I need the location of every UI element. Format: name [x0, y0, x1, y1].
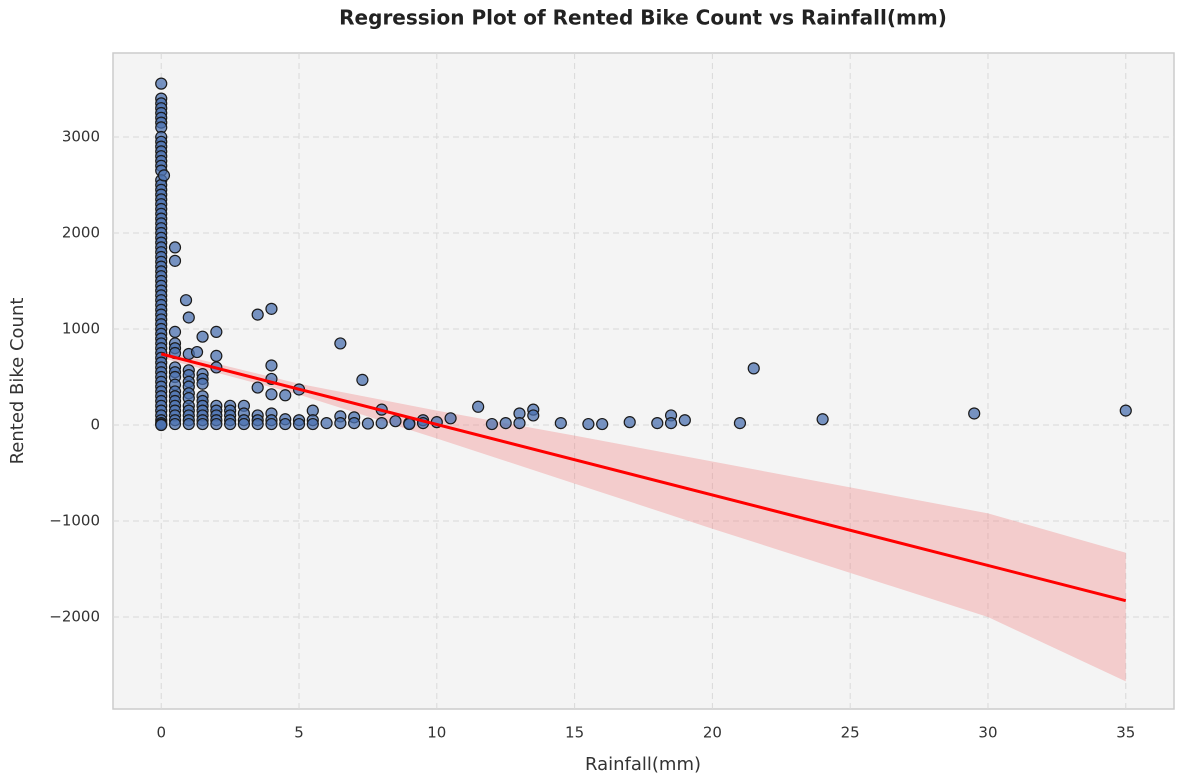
y-tick-label: 2000: [62, 224, 100, 242]
x-tick-label: 25: [841, 724, 860, 742]
scatter-point: [527, 409, 540, 422]
y-tick-label: 3000: [62, 128, 100, 146]
x-tick-label: 0: [156, 724, 166, 742]
scatter-point: [334, 416, 347, 430]
scatter-point: [196, 417, 209, 431]
scatter-point: [472, 400, 485, 413]
scatter-point: [1119, 404, 1132, 417]
scatter-point: [361, 417, 375, 430]
scatter-point: [251, 381, 264, 394]
scatter-point: [348, 416, 361, 430]
plot-layer: [113, 53, 1174, 709]
scatter-point: [168, 241, 182, 254]
scatter-point: [554, 416, 567, 430]
scatter-point: [210, 325, 223, 338]
scatter-point: [210, 417, 223, 431]
scatter-point: [237, 417, 251, 431]
x-tick-label: 15: [565, 724, 584, 742]
scatter-point: [224, 417, 237, 431]
scatter-point: [251, 417, 264, 431]
x-axis-label: Rainfall(mm): [585, 754, 701, 775]
y-tick-label: 0: [90, 416, 100, 434]
x-tick-label: 10: [427, 724, 446, 742]
scatter-point: [356, 373, 369, 386]
scatter-point: [179, 294, 193, 307]
scatter-point: [306, 417, 319, 431]
scatter-point: [155, 418, 168, 432]
scatter-point: [168, 417, 182, 431]
scatter-point: [816, 413, 829, 426]
scatter-point: [596, 417, 609, 431]
scatter-point: [157, 169, 171, 182]
scatter-point: [623, 416, 636, 429]
scatter-point: [375, 416, 388, 430]
scatter-point: [389, 415, 402, 428]
scatter-point: [265, 302, 278, 315]
scatter-point: [279, 417, 292, 431]
scatter-point: [320, 416, 333, 430]
scatter-point: [678, 414, 691, 427]
scatter-point: [499, 416, 512, 430]
scatter-point: [265, 388, 278, 401]
scatter-point: [582, 417, 595, 431]
x-tick-label: 20: [703, 724, 722, 742]
scatter-point: [651, 416, 664, 430]
scatter-point: [444, 412, 457, 425]
chart-title: Regression Plot of Rented Bike Count vs …: [339, 6, 947, 30]
scatter-point: [747, 362, 760, 375]
scatter-point: [155, 77, 168, 90]
scatter-point: [168, 325, 182, 338]
scatter-point: [190, 345, 204, 359]
x-tick-label: 5: [294, 724, 304, 742]
scatter-point: [664, 416, 678, 430]
scatter-point: [485, 417, 499, 431]
scatter-point: [968, 407, 981, 420]
scatter-point: [196, 377, 209, 390]
x-tick-label: 30: [978, 724, 997, 742]
y-tick-label: −2000: [49, 608, 100, 626]
x-tick-label: 35: [1116, 724, 1135, 742]
plot-area: [112, 52, 1175, 710]
scatter-point: [279, 389, 292, 402]
scatter-point: [513, 416, 526, 430]
scatter-point: [265, 359, 278, 372]
y-axis-label: Rented Bike Count: [7, 298, 28, 465]
scatter-point: [334, 337, 347, 350]
y-tick-label: 1000: [62, 320, 100, 338]
y-tick-label: −1000: [49, 512, 100, 530]
scatter-point: [292, 417, 306, 431]
scatter-point: [265, 417, 278, 431]
regression-line: [160, 352, 1127, 603]
scatter-point: [196, 330, 209, 343]
scatter-point: [168, 254, 182, 267]
scatter-point: [251, 308, 264, 321]
scatter-point: [210, 349, 223, 362]
scatter-point: [182, 417, 195, 431]
scatter-point: [182, 311, 195, 324]
scatter-point: [403, 417, 416, 431]
scatter-point: [733, 416, 747, 430]
